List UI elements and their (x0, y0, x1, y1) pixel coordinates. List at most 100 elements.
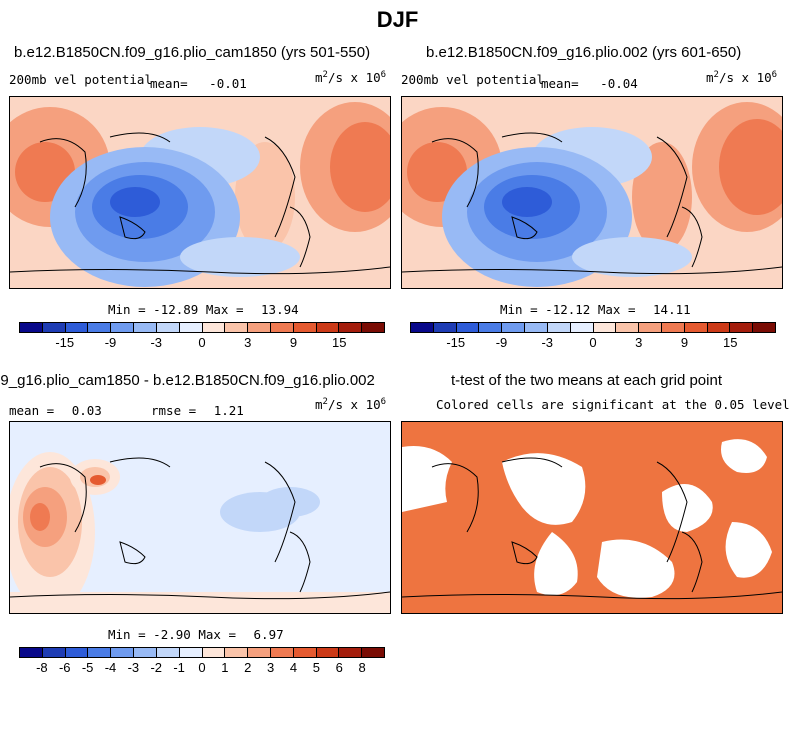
colorbar-cell (42, 648, 66, 657)
colorbar-cell (202, 648, 226, 657)
colorbar-tick-label: 15 (332, 335, 347, 350)
colorbar-tick-label: -3 (541, 335, 554, 350)
colorbar-tick-label: -1 (173, 660, 185, 675)
colorbar-tick-label: -3 (127, 660, 140, 675)
colorbar-tick-label: -3 (150, 335, 163, 350)
min-value: -12.89 (153, 302, 199, 317)
colorbar-cell (593, 323, 617, 332)
panel2-mean: mean= -0.04 (541, 76, 638, 91)
colorbar-cell (111, 323, 135, 332)
colorbar-cell (20, 648, 43, 657)
colorbar-cell (179, 648, 203, 657)
significance-map (402, 422, 782, 613)
units-tail: /s x 10 (718, 70, 772, 86)
colorbar-cell (753, 323, 775, 332)
colorbar-cell (20, 323, 43, 332)
units-tail: /s x 10 (327, 70, 381, 86)
units-exp: 2 (322, 397, 328, 407)
difference-map (10, 422, 390, 613)
velocity-potential-map (402, 97, 782, 288)
panel3-minmax: Min = -2.90 Max = 6.97 (108, 627, 284, 642)
colorbar-cell (316, 648, 340, 657)
colorbar-cell (730, 323, 754, 332)
max-label: Max = (205, 302, 244, 317)
panel2-units: m2/s x 106 (706, 70, 777, 85)
colorbar-cell (134, 648, 157, 657)
mean-value: 0.03 (71, 403, 102, 418)
max-label: Max = (597, 302, 636, 317)
colorbar-cell (362, 323, 384, 332)
panel2-colorbar (410, 322, 776, 333)
colorbar-tick-label: 6 (335, 660, 343, 675)
colorbar-cell (270, 648, 294, 657)
colorbar-tick-label: 3 (267, 660, 275, 675)
panel2-map (401, 96, 783, 289)
colorbar-cell (339, 648, 363, 657)
colorbar-tick-label: 4 (289, 660, 298, 675)
panel2-mean-value: -0.04 (600, 76, 638, 91)
colorbar-cell (225, 648, 249, 657)
colorbar-cell (339, 323, 363, 332)
panel4-map (401, 421, 783, 614)
panel4-title: t-test of the two means at each grid poi… (451, 372, 722, 389)
colorbar-tick-label: 5 (312, 660, 320, 675)
colorbar-tick-label: 3 (244, 335, 252, 350)
panel1-colorbar (19, 322, 385, 333)
colorbar-cell (547, 323, 571, 332)
units-base: m (706, 70, 714, 86)
colorbar-tick-label: -6 (58, 660, 71, 675)
colorbar-cell (270, 323, 294, 332)
colorbar-cell (316, 323, 340, 332)
panel1-minmax: Min = -12.89 Max = 13.94 (108, 302, 299, 317)
units-base: m (315, 397, 323, 413)
colorbar-cell (88, 648, 112, 657)
colorbar-tick-label: -2 (150, 660, 163, 675)
colorbar-cell (134, 323, 157, 332)
colorbar-tick-label: 15 (723, 335, 738, 350)
colorbar-cell (202, 323, 226, 332)
colorbar-cell (411, 323, 434, 332)
colorbar-tick-label: -4 (104, 660, 117, 675)
colorbar-cell (639, 323, 662, 332)
min-value: -2.90 (153, 627, 191, 642)
rmse-label: rmse = (151, 403, 197, 418)
units-exp2: 6 (380, 397, 387, 407)
colorbar-cell (225, 323, 249, 332)
max-value: 13.94 (261, 302, 299, 317)
panel3-map (9, 421, 391, 614)
colorbar-cell (293, 323, 317, 332)
units-exp2: 6 (771, 70, 778, 80)
colorbar-cell (156, 648, 180, 657)
colorbar-cell (156, 323, 180, 332)
panel2-varname: 200mb vel potential (401, 72, 544, 87)
panel1-units: m2/s x 106 (315, 70, 386, 85)
panel1-mean: mean= -0.01 (150, 76, 247, 91)
colorbar-cell (88, 323, 112, 332)
min-label: Min = (500, 302, 538, 317)
colorbar-tick-label: -8 (36, 660, 48, 675)
colorbar-cell (42, 323, 66, 332)
panel2-title: b.e12.B1850CN.f09_g16.plio.002 (yrs 601-… (426, 44, 742, 61)
colorbar-tick-label: 2 (244, 660, 252, 675)
rmse-value: 1.21 (213, 403, 244, 418)
colorbar-cell (479, 323, 503, 332)
units-tail: /s x 10 (327, 397, 381, 413)
colorbar-cell (570, 323, 594, 332)
panel1-map (9, 96, 391, 289)
velocity-potential-map (10, 97, 390, 288)
colorbar-cell (684, 323, 708, 332)
colorbar-tick-label: 0 (198, 335, 206, 350)
panel3-colorbar (19, 647, 385, 658)
colorbar-tick-label: 1 (221, 660, 229, 675)
units-exp: 2 (713, 70, 719, 80)
colorbar-tick-label: 9 (680, 335, 689, 350)
colorbar-tick-label: 8 (358, 660, 366, 675)
max-value: 6.97 (253, 627, 284, 642)
colorbar-cell (525, 323, 548, 332)
panel3-units: m2/s x 106 (315, 397, 386, 412)
colorbar-tick-label: 0 (198, 660, 206, 675)
colorbar-cell (248, 648, 271, 657)
colorbar-tick-label: -9 (495, 335, 508, 350)
colorbar-cell (502, 323, 526, 332)
mean-label: mean = (9, 403, 55, 418)
